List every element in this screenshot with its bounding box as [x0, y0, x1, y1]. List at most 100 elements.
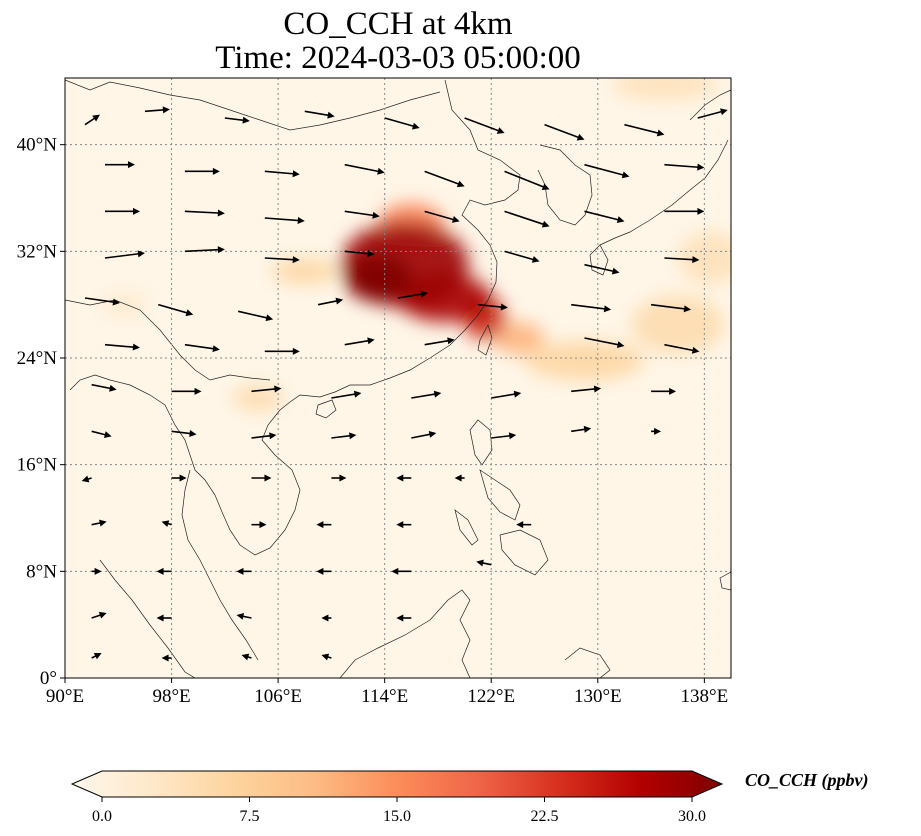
lat-tick-label: 24°N	[17, 348, 58, 369]
wind-arrow-shaft	[424, 170, 462, 186]
wind-arrow-shaft	[384, 117, 417, 128]
wind-arrow-head	[697, 207, 705, 215]
wind-arrow-shaft	[584, 210, 621, 222]
plume-7	[271, 258, 339, 285]
wind-arrow-head	[447, 337, 455, 345]
wind-arrow	[251, 432, 277, 440]
wind-arrow-head	[616, 341, 625, 349]
wind-arrow-head	[104, 431, 112, 439]
wind-arrow-shaft	[650, 303, 688, 310]
wind-arrow-head	[583, 425, 592, 433]
wind-arrow	[504, 250, 540, 263]
wind-arrow	[624, 123, 665, 137]
wind-arrow-shaft	[397, 292, 425, 299]
wind-arrow-shaft	[571, 303, 608, 310]
wind-arrow-shaft	[331, 392, 358, 399]
longitude-ticks: 90°E 98°E 106°E 114°E 122°E 130°E 138°E	[46, 678, 728, 707]
wind-arrow-head	[81, 475, 90, 483]
wind-arrow-head	[611, 267, 620, 275]
chart-title-line-2: Time: 2024-03-03 05:00:00	[215, 40, 581, 76]
wind-arrow-head	[391, 567, 399, 575]
wind-arrow	[84, 297, 120, 306]
wind-arrow	[584, 210, 625, 224]
wind-arrow-head	[513, 390, 522, 398]
wind-arrow-head	[241, 653, 250, 661]
latitude-ticks: 40°N 32°N 24°N 16°N 8°N 0°	[17, 135, 65, 689]
wind-arrow	[424, 337, 455, 346]
wind-arrow-head	[292, 256, 300, 264]
wind-arrow-head	[377, 167, 385, 175]
wind-arrow-head	[683, 305, 692, 313]
wind-arrow-head	[335, 297, 344, 305]
wind-arrow	[571, 425, 592, 433]
wind-arrow-head	[292, 170, 300, 178]
wind-arrow	[664, 207, 705, 215]
wind-arrow-head	[185, 309, 194, 317]
wind-arrow	[156, 614, 172, 622]
wind-arrow	[424, 170, 465, 188]
wind-arrow-shaft	[251, 434, 273, 439]
wind-arrow	[91, 519, 107, 527]
wind-arrow-head	[456, 180, 465, 188]
wind-arrow	[184, 343, 220, 353]
wind-arrow-shaft	[544, 123, 582, 140]
wind-arrow-head	[593, 385, 602, 393]
lon-tick-label: 90°E	[46, 686, 84, 707]
wind-arrow	[396, 614, 412, 622]
wind-arrow	[697, 108, 728, 119]
wind-arrow	[344, 250, 375, 258]
wind-arrow-head	[433, 390, 442, 398]
wind-arrow-shaft	[504, 250, 536, 262]
wind-arrow	[184, 167, 220, 175]
wind-arrow-head	[161, 520, 170, 528]
wind-arrow-shaft	[424, 339, 451, 346]
wind-arrow	[664, 256, 700, 264]
wind-arrow	[344, 163, 385, 175]
wind-arrow	[344, 210, 380, 219]
lat-tick-label: 16°N	[17, 455, 58, 476]
wind-arrow	[251, 521, 267, 529]
wind-arrow	[81, 475, 92, 483]
wind-arrow-head	[264, 474, 272, 482]
wind-arrow-head	[132, 207, 140, 215]
wind-arrow	[584, 163, 630, 179]
wind-arrow-shaft	[624, 123, 661, 135]
wind-arrow-head	[339, 474, 347, 482]
wind-arrow	[331, 432, 357, 440]
wind-arrow-head	[697, 163, 705, 171]
wind-arrow-shaft	[344, 250, 371, 255]
wind-arrow-shaft	[571, 387, 598, 393]
wind-arrow	[571, 303, 612, 313]
wind-arrow	[264, 347, 300, 355]
wind-arrow	[184, 209, 225, 217]
colorbar-tick-label: 0.0	[92, 808, 112, 825]
wind-arrow-head	[500, 303, 508, 311]
wind-arrow	[316, 521, 332, 529]
wind-arrow-head	[292, 347, 300, 355]
wind-arrow	[171, 430, 197, 437]
wind-arrow-shaft	[171, 430, 193, 435]
wind-arrow-head	[112, 298, 120, 306]
wind-arrow	[317, 297, 344, 306]
wind-arrow-head	[396, 614, 404, 622]
wind-arrow	[584, 263, 620, 275]
wind-arrow	[161, 520, 172, 528]
wind-arrow-head	[454, 474, 462, 482]
wind-arrow-head	[396, 521, 404, 529]
wind-arrow	[491, 432, 517, 440]
wind-arrow	[241, 653, 252, 661]
wind-arrow-head	[242, 116, 250, 124]
wind-arrow	[650, 303, 692, 313]
wind-arrow-shaft	[184, 210, 221, 214]
wind-arrow	[184, 246, 225, 254]
plume-1	[100, 291, 149, 318]
wind-arrow	[516, 521, 532, 529]
wind-arrow-shaft	[237, 310, 270, 320]
lon-tick-label: 138°E	[681, 686, 729, 707]
wind-arrow	[171, 474, 187, 482]
wind-arrow-head	[327, 111, 335, 119]
plume-2	[677, 231, 731, 285]
wind-arrow-shaft	[264, 170, 296, 175]
plume-8	[491, 322, 545, 354]
wind-arrow-head	[274, 385, 282, 393]
